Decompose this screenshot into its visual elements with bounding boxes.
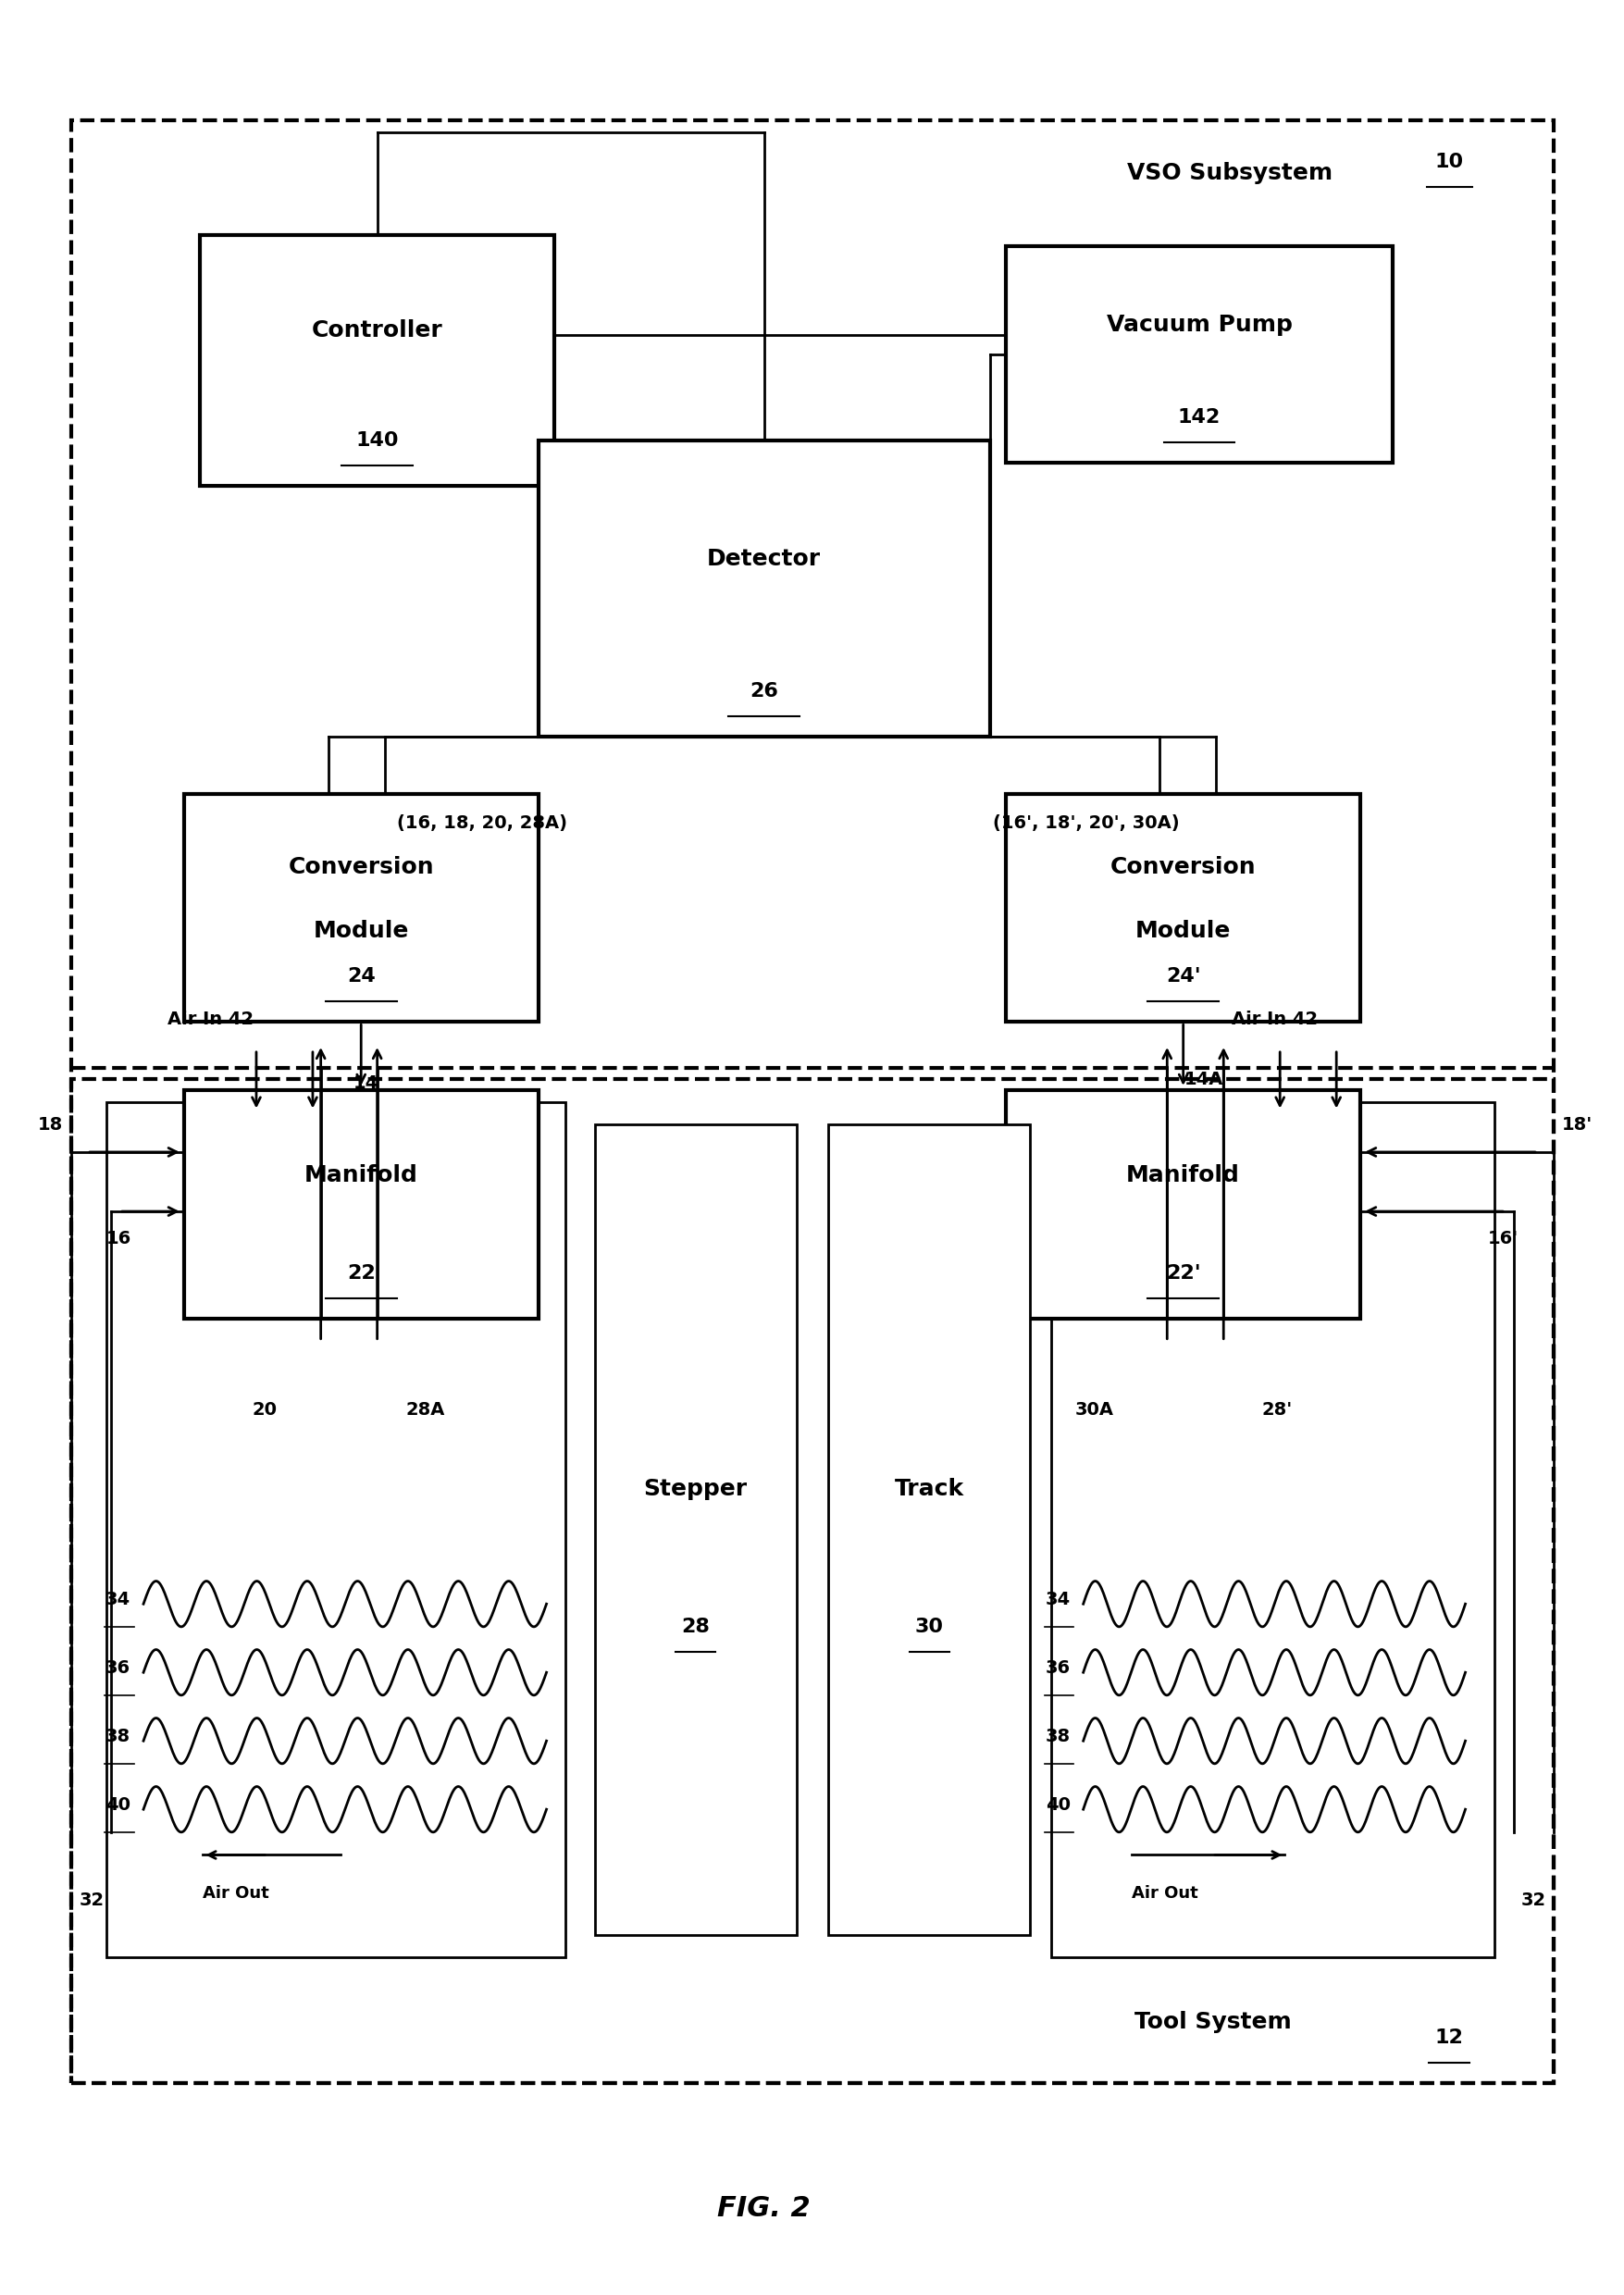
Text: 20: 20 (252, 1402, 276, 1418)
Text: Module: Module (1135, 920, 1231, 941)
Text: (16, 18, 20, 28A): (16, 18, 20, 28A) (396, 815, 567, 833)
Text: Vacuum Pump: Vacuum Pump (1106, 314, 1291, 335)
Text: 28A: 28A (406, 1402, 445, 1418)
FancyBboxPatch shape (106, 1102, 565, 1958)
Text: Air In 42: Air In 42 (1231, 1010, 1317, 1028)
Text: 38: 38 (106, 1728, 130, 1744)
Text: Air Out: Air Out (203, 1886, 270, 1903)
FancyBboxPatch shape (184, 794, 538, 1021)
FancyBboxPatch shape (1005, 794, 1359, 1021)
Text: 40: 40 (1044, 1797, 1070, 1813)
Text: 14: 14 (352, 1074, 378, 1092)
Text: Manifold: Manifold (1125, 1164, 1239, 1187)
FancyBboxPatch shape (594, 1125, 796, 1935)
Text: 16: 16 (106, 1230, 132, 1248)
Text: Detector: Detector (706, 549, 820, 569)
FancyBboxPatch shape (1005, 246, 1392, 464)
Text: Conversion: Conversion (1109, 856, 1255, 879)
Text: 24: 24 (346, 966, 375, 985)
Text: 140: 140 (356, 431, 398, 450)
Text: Manifold: Manifold (304, 1164, 417, 1187)
Text: 38: 38 (1044, 1728, 1070, 1744)
Text: Air Out: Air Out (1130, 1886, 1197, 1903)
Text: Air In 42: Air In 42 (167, 1010, 253, 1028)
FancyBboxPatch shape (200, 234, 554, 487)
Text: 40: 40 (106, 1797, 130, 1813)
Text: 18': 18' (1561, 1115, 1592, 1134)
Text: 28: 28 (680, 1618, 710, 1636)
Text: Module: Module (313, 920, 409, 941)
FancyBboxPatch shape (184, 1090, 538, 1320)
Text: 12: 12 (1434, 2029, 1463, 2047)
FancyBboxPatch shape (828, 1125, 1030, 1935)
Text: 22: 22 (346, 1265, 375, 1283)
Text: 22': 22' (1164, 1265, 1200, 1283)
Text: 30: 30 (914, 1618, 944, 1636)
Text: FIG. 2: FIG. 2 (718, 2196, 810, 2222)
Text: Tool System: Tool System (1134, 2010, 1291, 2033)
Text: 28': 28' (1260, 1402, 1291, 1418)
Text: 32: 32 (1520, 1891, 1544, 1909)
Text: (16', 18', 20', 30A): (16', 18', 20', 30A) (992, 815, 1179, 833)
Text: Track: Track (895, 1478, 963, 1501)
Text: Stepper: Stepper (643, 1478, 747, 1501)
FancyBboxPatch shape (538, 441, 989, 737)
Text: Controller: Controller (312, 319, 442, 342)
Text: 26: 26 (749, 682, 778, 700)
Text: 36: 36 (106, 1659, 130, 1678)
Text: Conversion: Conversion (287, 856, 434, 879)
Text: 142: 142 (1177, 409, 1220, 427)
Text: 10: 10 (1434, 151, 1463, 170)
FancyBboxPatch shape (1051, 1102, 1494, 1958)
Text: 18: 18 (37, 1115, 63, 1134)
Text: VSO Subsystem: VSO Subsystem (1125, 161, 1332, 184)
Text: 16': 16' (1488, 1230, 1518, 1248)
Text: 34: 34 (1044, 1590, 1070, 1609)
Text: 36: 36 (1044, 1659, 1070, 1678)
Text: 34: 34 (106, 1590, 130, 1609)
Text: 30A: 30A (1075, 1402, 1114, 1418)
Text: 32: 32 (80, 1891, 104, 1909)
Text: 14A: 14A (1184, 1069, 1223, 1088)
Text: 24': 24' (1164, 966, 1200, 985)
FancyBboxPatch shape (1005, 1090, 1359, 1320)
